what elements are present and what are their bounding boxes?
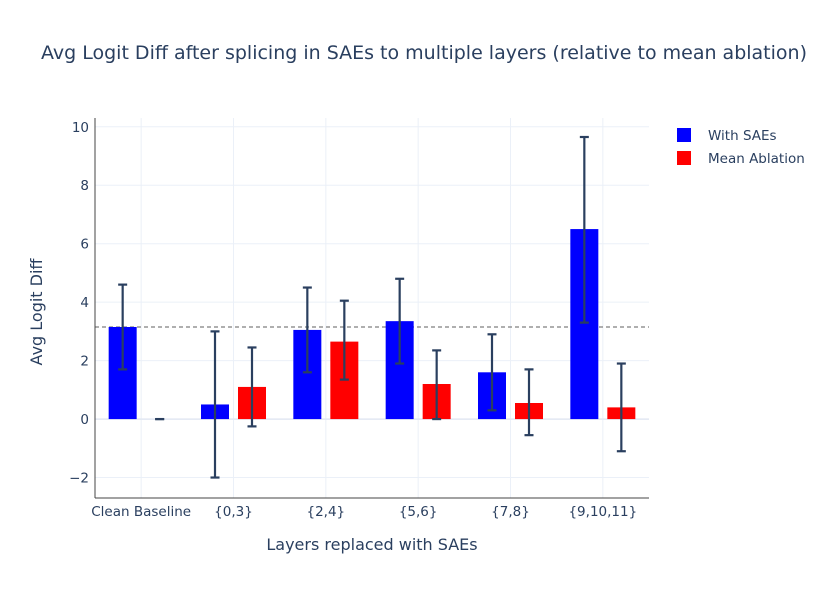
axes-layer: −2 0 2 4 6 8 10 Clean Baseline {0,3} {2,4} {5,6} {7…	[69, 118, 649, 520]
error-bar-with-saes-3	[395, 277, 405, 365]
legend-label-with-saes: With SAEs	[708, 128, 777, 144]
y-axis-title: Avg Logit Diff	[27, 258, 46, 366]
x-axis-title: Layers replaced with SAEs	[266, 535, 477, 554]
error-bar-mean-ablation-2	[339, 299, 349, 381]
x-tick-label-2-4: {2,4}	[307, 504, 346, 520]
y-tick-label: 8	[80, 178, 89, 194]
x-tick-label-clean-baseline: Clean Baseline	[91, 504, 191, 520]
y-tick-label: 10	[72, 120, 89, 136]
error-bar-mean-ablation-5	[616, 362, 626, 453]
error-bar-with-saes-4	[487, 333, 497, 412]
grid-layer	[95, 118, 649, 498]
y-tick-label: −2	[69, 471, 89, 487]
x-tick-label-9-10-11: {9,10,11}	[568, 504, 637, 520]
y-tick-label: 2	[80, 354, 89, 370]
legend-swatch-with-saes	[677, 128, 691, 142]
y-tick-label: 0	[80, 412, 89, 428]
chart-title: Avg Logit Diff after splicing in SAEs to…	[41, 42, 807, 64]
legend-item-mean-ablation[interactable]: Mean Ablation	[677, 151, 805, 167]
error-bar-with-saes-5	[579, 135, 589, 324]
x-tick-label-5-6: {5,6}	[399, 504, 438, 520]
legend-swatch-mean-ablation	[677, 151, 691, 165]
legend-label-mean-ablation: Mean Ablation	[708, 151, 805, 167]
x-tick-label-0-3: {0,3}	[214, 504, 253, 520]
legend-item-with-saes[interactable]: With SAEs	[677, 128, 777, 144]
error-bar-with-saes-2	[302, 286, 312, 374]
y-tick-label: 6	[80, 237, 89, 253]
error-bar-mean-ablation-3	[432, 349, 442, 421]
legend: With SAEs Mean Ablation	[677, 128, 805, 167]
bars-layer	[108, 135, 636, 479]
error-bar-mean-ablation-1	[247, 346, 257, 428]
error-bar-with-saes-0	[118, 283, 128, 371]
y-tick-label: 4	[80, 295, 89, 311]
x-tick-label-7-8: {7,8}	[491, 504, 530, 520]
error-bar-with-saes-1	[210, 330, 220, 479]
error-bar-mean-ablation-4	[524, 368, 534, 437]
